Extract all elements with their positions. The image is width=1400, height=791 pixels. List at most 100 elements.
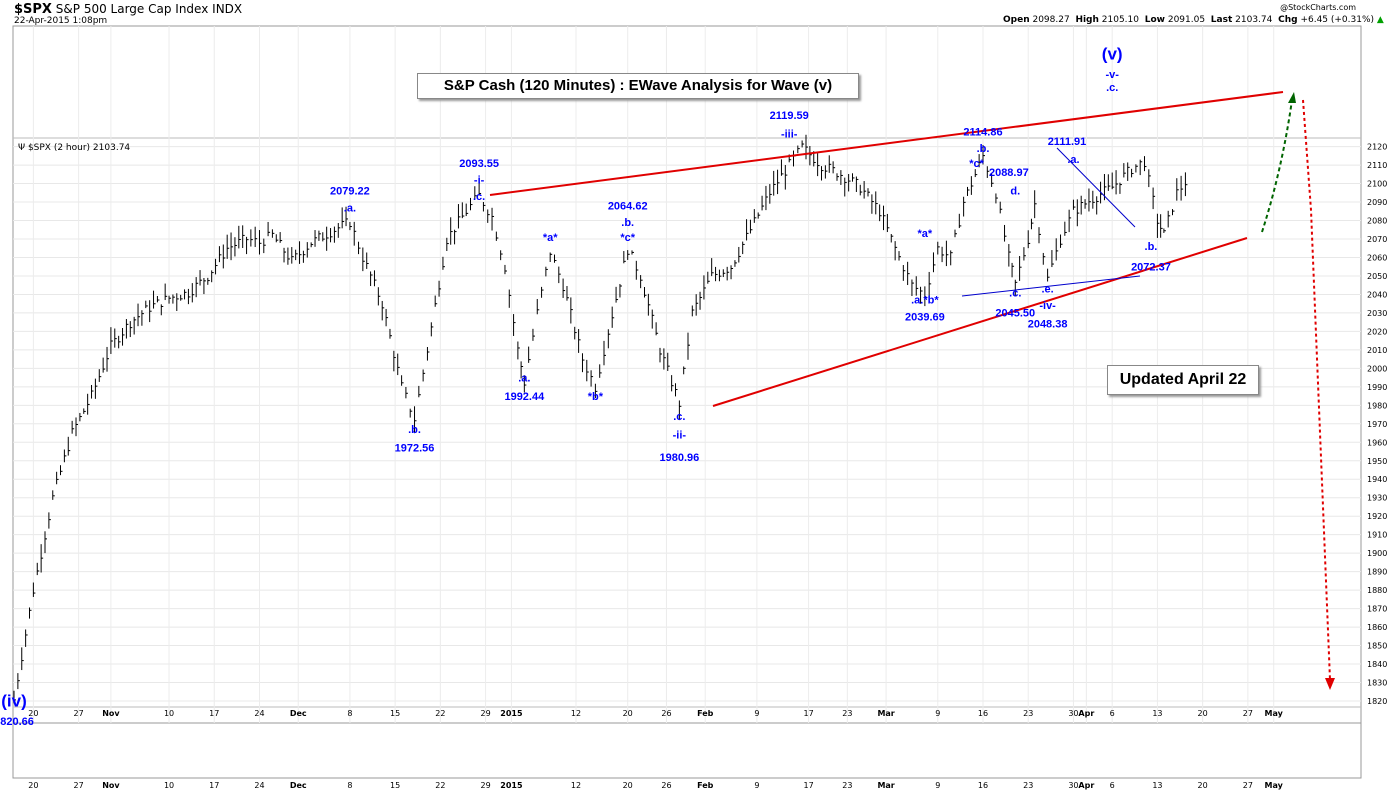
price-bar: [133, 316, 137, 335]
price-bar: [1060, 234, 1063, 248]
price-bar: [966, 186, 970, 196]
x-tick-label: 23: [1023, 781, 1033, 790]
price-bar: [1107, 174, 1111, 191]
price-bar: [898, 251, 902, 261]
price-bar: [615, 286, 619, 303]
price-bar: [434, 295, 438, 307]
low-value: 2091.05: [1167, 15, 1206, 25]
price-bar: [141, 310, 144, 326]
price-bar: [306, 242, 310, 258]
x-tick-label: 17: [803, 709, 813, 718]
price-bar: [574, 326, 577, 340]
price-bar: [370, 271, 373, 287]
price-bar: [647, 293, 651, 316]
price-bar: [836, 173, 840, 181]
x-tick-label: 17: [209, 781, 219, 790]
price-bars: [13, 134, 1188, 704]
price-bar: [1008, 244, 1011, 267]
price-bar: [465, 203, 469, 217]
price-bar: [242, 225, 245, 248]
y-tick-label: 2030: [1367, 309, 1387, 318]
x-tick-label: 30: [1068, 781, 1078, 790]
price-bar: [377, 287, 381, 306]
wave-label: -i-: [474, 175, 485, 187]
price-bar: [749, 219, 753, 234]
y-tick-label: 2100: [1367, 180, 1387, 189]
price-bar: [991, 173, 994, 187]
price-bar: [250, 229, 253, 247]
price-bar: [1123, 163, 1126, 178]
price-bar: [393, 350, 396, 372]
wave-label: .a.: [1067, 154, 1079, 166]
x-tick-label: 23: [842, 709, 852, 718]
price-bar: [793, 150, 796, 167]
price-bar: [1092, 190, 1095, 209]
y-tick-label: 2000: [1367, 364, 1387, 373]
price-bar: [890, 234, 894, 243]
wave-label: *a*: [543, 232, 558, 244]
x-tick-label: 8: [347, 781, 352, 790]
y-tick-label: 1880: [1367, 586, 1387, 595]
price-bar: [863, 181, 867, 199]
price-bar: [707, 271, 710, 284]
price-bar: [562, 278, 566, 298]
x-tick-label: 26: [661, 709, 671, 718]
title-box: S&P Cash (120 Minutes) : EWave Analysis …: [417, 73, 859, 99]
price-bar: [56, 471, 59, 485]
price-bar: [1076, 199, 1080, 227]
projection-down-arrow-icon: [1325, 678, 1335, 690]
price-bar: [855, 176, 859, 192]
price-bar: [44, 531, 48, 554]
price-bar: [478, 182, 482, 196]
x-tick-label: 10: [164, 709, 174, 718]
price-bar: [753, 209, 757, 223]
x-tick-label: 23: [1023, 709, 1033, 718]
up-arrow-icon: ▲: [1376, 15, 1384, 25]
price-bar: [915, 276, 919, 296]
price-bar: [1131, 168, 1134, 178]
y-tick-label: 1860: [1367, 623, 1387, 632]
x-tick-label: 12: [571, 781, 581, 790]
wave-labels: (v)-v-.c.2119.59-iii- 2114.86.b.*c*2111.9…: [0, 45, 1171, 728]
y-tick-label: 1950: [1367, 457, 1387, 466]
x-tick-label: 13: [1152, 709, 1162, 718]
price-bar: [191, 283, 195, 303]
price-bar: [207, 277, 210, 285]
x-tick-label: 2015: [500, 781, 523, 790]
price-bar: [730, 265, 734, 280]
price-bar: [715, 266, 718, 282]
wave-label: .b.: [1145, 241, 1158, 253]
price-bar: [667, 352, 670, 371]
x-tick-label: 16: [978, 709, 988, 718]
y-tick-label: 2110: [1367, 161, 1387, 170]
x-tick-label: 29: [480, 709, 490, 718]
price-bar: [75, 417, 79, 437]
x-tick-label: 10: [164, 781, 174, 790]
price-bar: [461, 202, 465, 219]
watermark: @StockCharts.com: [1280, 3, 1356, 12]
price-bar: [91, 384, 94, 399]
price-bar: [1084, 199, 1088, 209]
y-tick-label: 1840: [1367, 660, 1387, 669]
price-bar: [87, 393, 90, 415]
x-tick-label: Apr: [1078, 781, 1094, 790]
price-bar: [63, 449, 67, 463]
price-bar: [457, 204, 461, 229]
wave-label: *c*: [969, 158, 984, 170]
low-label: Low: [1144, 15, 1165, 25]
chart-date: 22-Apr-2015 1:08pm: [14, 16, 108, 26]
price-bar: [401, 375, 404, 386]
price-bar: [32, 582, 36, 597]
price-bar: [491, 207, 495, 231]
x-tick-label: 23: [842, 781, 852, 790]
price-bar: [886, 213, 890, 233]
price-bar: [145, 300, 148, 309]
price-bar: [1055, 238, 1059, 261]
price-bar: [149, 300, 152, 323]
price-bar: [405, 386, 408, 399]
price-bar: [566, 286, 569, 301]
price-bar: [254, 226, 258, 248]
high-label: High: [1075, 15, 1099, 25]
price-bar: [322, 232, 325, 242]
price-bar: [1156, 213, 1160, 238]
